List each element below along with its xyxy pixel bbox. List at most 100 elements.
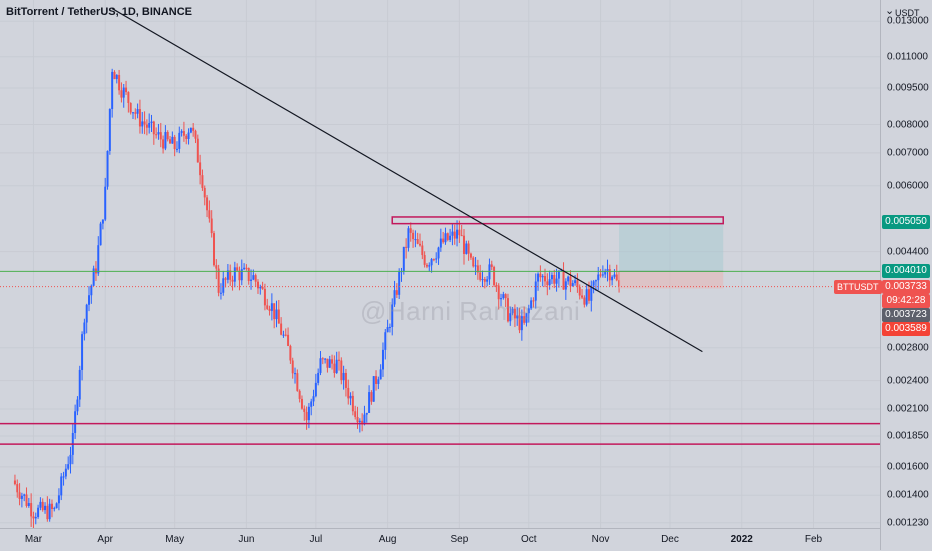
- candle-body: [365, 412, 368, 415]
- candle-body: [419, 243, 422, 246]
- candle-body: [476, 265, 479, 273]
- price-tick-label: 0.008000: [887, 119, 929, 131]
- candle-body: [344, 372, 347, 388]
- candle-body: [99, 223, 102, 246]
- candle-body: [150, 121, 153, 123]
- candle-body: [97, 245, 100, 274]
- price-axis[interactable]: ⌄ USDT 0.013000 0.011000 0.009500 0.008000 0…: [880, 0, 932, 550]
- candle-body: [375, 376, 378, 384]
- time-axis[interactable]: Mar Apr May Jun Jul Aug Sep Oct Nov Dec 2022 Feb: [0, 528, 880, 551]
- candle-body: [388, 326, 391, 328]
- candle-body: [333, 363, 336, 374]
- candle-body: [155, 134, 158, 136]
- candle-body: [208, 210, 211, 219]
- price-tick-label: 0.011000: [887, 51, 928, 63]
- candle-body: [210, 218, 213, 234]
- candle-body: [74, 411, 77, 433]
- candle-body: [460, 235, 463, 237]
- price-axis-menu-icon[interactable]: ⌄: [885, 5, 895, 17]
- candle-body: [608, 269, 611, 281]
- candle-body: [90, 285, 93, 296]
- candle-body: [423, 255, 426, 265]
- candle-body: [247, 268, 250, 281]
- candle-body: [226, 270, 229, 280]
- candle-body: [467, 243, 470, 254]
- candle-body: [18, 492, 21, 499]
- candle-body: [217, 268, 220, 293]
- candle-body: [282, 334, 285, 336]
- candle-body: [474, 265, 477, 267]
- chart-canvas[interactable]: [0, 0, 880, 529]
- candle-body: [615, 274, 618, 281]
- candle-body: [405, 246, 408, 248]
- candle-body: [516, 315, 519, 319]
- candle-body: [240, 269, 243, 281]
- candle-body: [416, 239, 419, 244]
- candle-body: [215, 265, 218, 269]
- candle-body: [442, 238, 445, 243]
- candle-body: [115, 74, 118, 80]
- candle-body: [53, 508, 56, 510]
- candle-body: [446, 233, 449, 240]
- candle-body: [398, 271, 401, 295]
- candle-body: [266, 305, 269, 309]
- price-tick-label: 0.002100: [887, 403, 929, 415]
- candle-body: [238, 270, 241, 281]
- candle-body: [479, 272, 482, 280]
- candle-body: [395, 290, 398, 295]
- time-tick-label: Feb: [804, 534, 823, 545]
- candle-body: [349, 395, 352, 399]
- candle-body: [46, 505, 49, 520]
- time-tick-label: 2022: [730, 534, 753, 545]
- candle-body: [497, 285, 500, 300]
- candle-body: [166, 132, 169, 140]
- candle-body: [34, 517, 37, 519]
- candle-body: [391, 304, 394, 327]
- time-tick-label: Nov: [591, 534, 610, 545]
- candle-body: [513, 308, 516, 319]
- candle-body: [483, 279, 486, 282]
- candle-body: [263, 288, 266, 306]
- candle-body: [587, 289, 590, 301]
- candle-body: [520, 316, 523, 331]
- candle-body: [131, 112, 134, 114]
- candle-body: [303, 408, 306, 412]
- candle-body: [129, 102, 132, 113]
- candle-body: [222, 278, 225, 293]
- candle-body: [194, 130, 197, 139]
- price-chart[interactable]: BitTorrent / TetherUS, 1D, BINANCE @Harn…: [0, 0, 880, 529]
- candle-body: [101, 219, 104, 224]
- candle-body: [233, 267, 236, 282]
- candle-body: [553, 274, 556, 284]
- candle-body: [351, 395, 354, 412]
- candle-body: [185, 135, 188, 140]
- candle-body: [381, 349, 384, 370]
- candle-body: [92, 268, 95, 286]
- candle-body: [50, 503, 53, 510]
- candle-body: [243, 267, 246, 270]
- candle-body: [106, 150, 109, 187]
- candle-body: [557, 270, 560, 279]
- candle-body: [456, 229, 459, 239]
- stop-zone: [619, 271, 724, 289]
- candle-body: [319, 358, 322, 373]
- candle-body: [30, 503, 33, 517]
- candle-body: [495, 285, 498, 287]
- candle-body: [534, 281, 537, 301]
- candle-body: [377, 379, 380, 384]
- candle-body: [613, 274, 616, 277]
- candle-body: [252, 275, 255, 280]
- candle-body: [55, 503, 58, 509]
- price-tick-label: 0.001600: [887, 461, 929, 473]
- candle-body: [421, 245, 424, 256]
- candle-body: [597, 274, 600, 281]
- candle-body: [307, 406, 310, 421]
- candle-body: [599, 274, 602, 276]
- candle-body: [518, 315, 521, 331]
- target-price-label: 0.005050: [882, 215, 930, 230]
- candle-body: [594, 280, 597, 282]
- candle-body: [25, 494, 28, 506]
- candle-body: [37, 507, 40, 518]
- candle-body: [111, 71, 114, 109]
- candle-body: [578, 287, 581, 296]
